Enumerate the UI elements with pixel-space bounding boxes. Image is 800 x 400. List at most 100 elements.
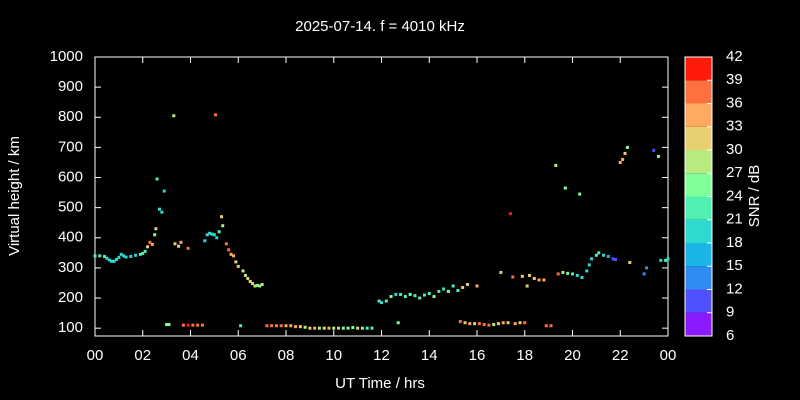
data-point — [578, 192, 582, 196]
colorbar-tick-label: 27 — [726, 164, 743, 181]
data-point — [317, 326, 321, 330]
colorbar-band — [685, 219, 712, 243]
x-tick-label: 08 — [278, 347, 295, 364]
data-point — [365, 326, 369, 330]
x-axis-label: UT Time / hrs — [335, 375, 425, 392]
colorbar-tick-label: 18 — [726, 234, 743, 251]
data-point — [138, 252, 142, 256]
data-point — [332, 326, 336, 330]
data-point — [124, 255, 128, 259]
y-tick-label: 200 — [58, 289, 83, 306]
x-tick-label: 12 — [373, 347, 390, 364]
data-point — [532, 276, 536, 280]
data-point — [537, 278, 541, 282]
data-point — [477, 322, 481, 326]
data-point — [442, 287, 446, 291]
data-point — [456, 289, 460, 293]
data-point — [518, 321, 522, 325]
data-point — [437, 289, 441, 293]
data-point — [370, 326, 374, 330]
data-point — [173, 242, 177, 246]
data-point — [229, 252, 233, 256]
x-tick-label: 10 — [325, 347, 342, 364]
data-point — [119, 252, 123, 256]
colorbar-band — [685, 312, 712, 336]
data-point — [220, 215, 224, 219]
data-point — [162, 189, 166, 193]
data-point — [112, 259, 116, 263]
data-point — [255, 283, 259, 287]
data-point — [157, 207, 161, 211]
data-point — [465, 282, 469, 286]
data-point — [346, 326, 350, 330]
data-point — [327, 326, 331, 330]
data-point — [341, 326, 345, 330]
data-point — [508, 212, 512, 216]
colorbar-tick-label: 36 — [726, 94, 743, 111]
data-point — [322, 326, 326, 330]
colorbar-band — [685, 126, 712, 150]
data-point — [511, 275, 515, 279]
data-point — [148, 240, 152, 244]
data-point — [217, 230, 221, 234]
data-point — [523, 321, 527, 325]
data-point — [380, 301, 383, 305]
data-point — [200, 323, 204, 327]
plot-frame — [94, 56, 669, 337]
data-point — [203, 239, 207, 243]
colorbar-label: SNR / dB — [746, 165, 763, 228]
data-point — [351, 326, 355, 330]
data-point — [153, 233, 157, 237]
data-point — [129, 254, 133, 258]
data-point — [561, 270, 565, 274]
y-tick-label: 100 — [58, 319, 83, 336]
data-point — [418, 296, 422, 300]
data-point — [191, 323, 195, 327]
x-tick-label: 02 — [134, 347, 151, 364]
data-point — [575, 273, 579, 277]
data-point — [265, 324, 269, 328]
data-point — [114, 257, 118, 261]
data-point — [520, 274, 524, 278]
data-point — [659, 258, 663, 262]
data-point — [260, 282, 264, 286]
data-point — [103, 254, 107, 258]
data-point — [645, 266, 649, 270]
data-point — [501, 321, 505, 325]
colorbar-tick-label: 39 — [726, 71, 743, 88]
data-point — [492, 323, 496, 327]
data-point — [458, 320, 462, 324]
data-point — [146, 245, 150, 249]
data-point — [408, 292, 412, 296]
data-point — [594, 253, 598, 257]
data-point — [403, 295, 407, 299]
data-point — [618, 160, 622, 164]
data-point — [597, 251, 601, 255]
data-point — [432, 295, 436, 299]
data-point — [625, 145, 629, 149]
data-point — [475, 284, 479, 288]
data-point — [274, 324, 278, 328]
data-point — [239, 324, 243, 328]
data-point — [427, 292, 431, 296]
data-point — [544, 324, 548, 328]
y-tick-label: 300 — [58, 259, 83, 276]
data-point — [258, 284, 262, 288]
data-point — [542, 278, 546, 282]
colorbar-tick-label: 30 — [726, 141, 743, 158]
data-point — [473, 322, 477, 326]
data-point — [664, 258, 668, 262]
data-point — [107, 258, 111, 262]
data-point — [399, 292, 403, 296]
data-point — [384, 299, 388, 303]
data-point — [628, 260, 632, 264]
data-point — [463, 321, 467, 325]
data-point — [208, 231, 212, 235]
data-point — [215, 236, 219, 240]
data-point — [98, 254, 102, 258]
data-point — [554, 163, 558, 167]
x-tick-label: 00 — [660, 347, 677, 364]
data-point — [155, 177, 159, 181]
data-point — [210, 232, 214, 236]
